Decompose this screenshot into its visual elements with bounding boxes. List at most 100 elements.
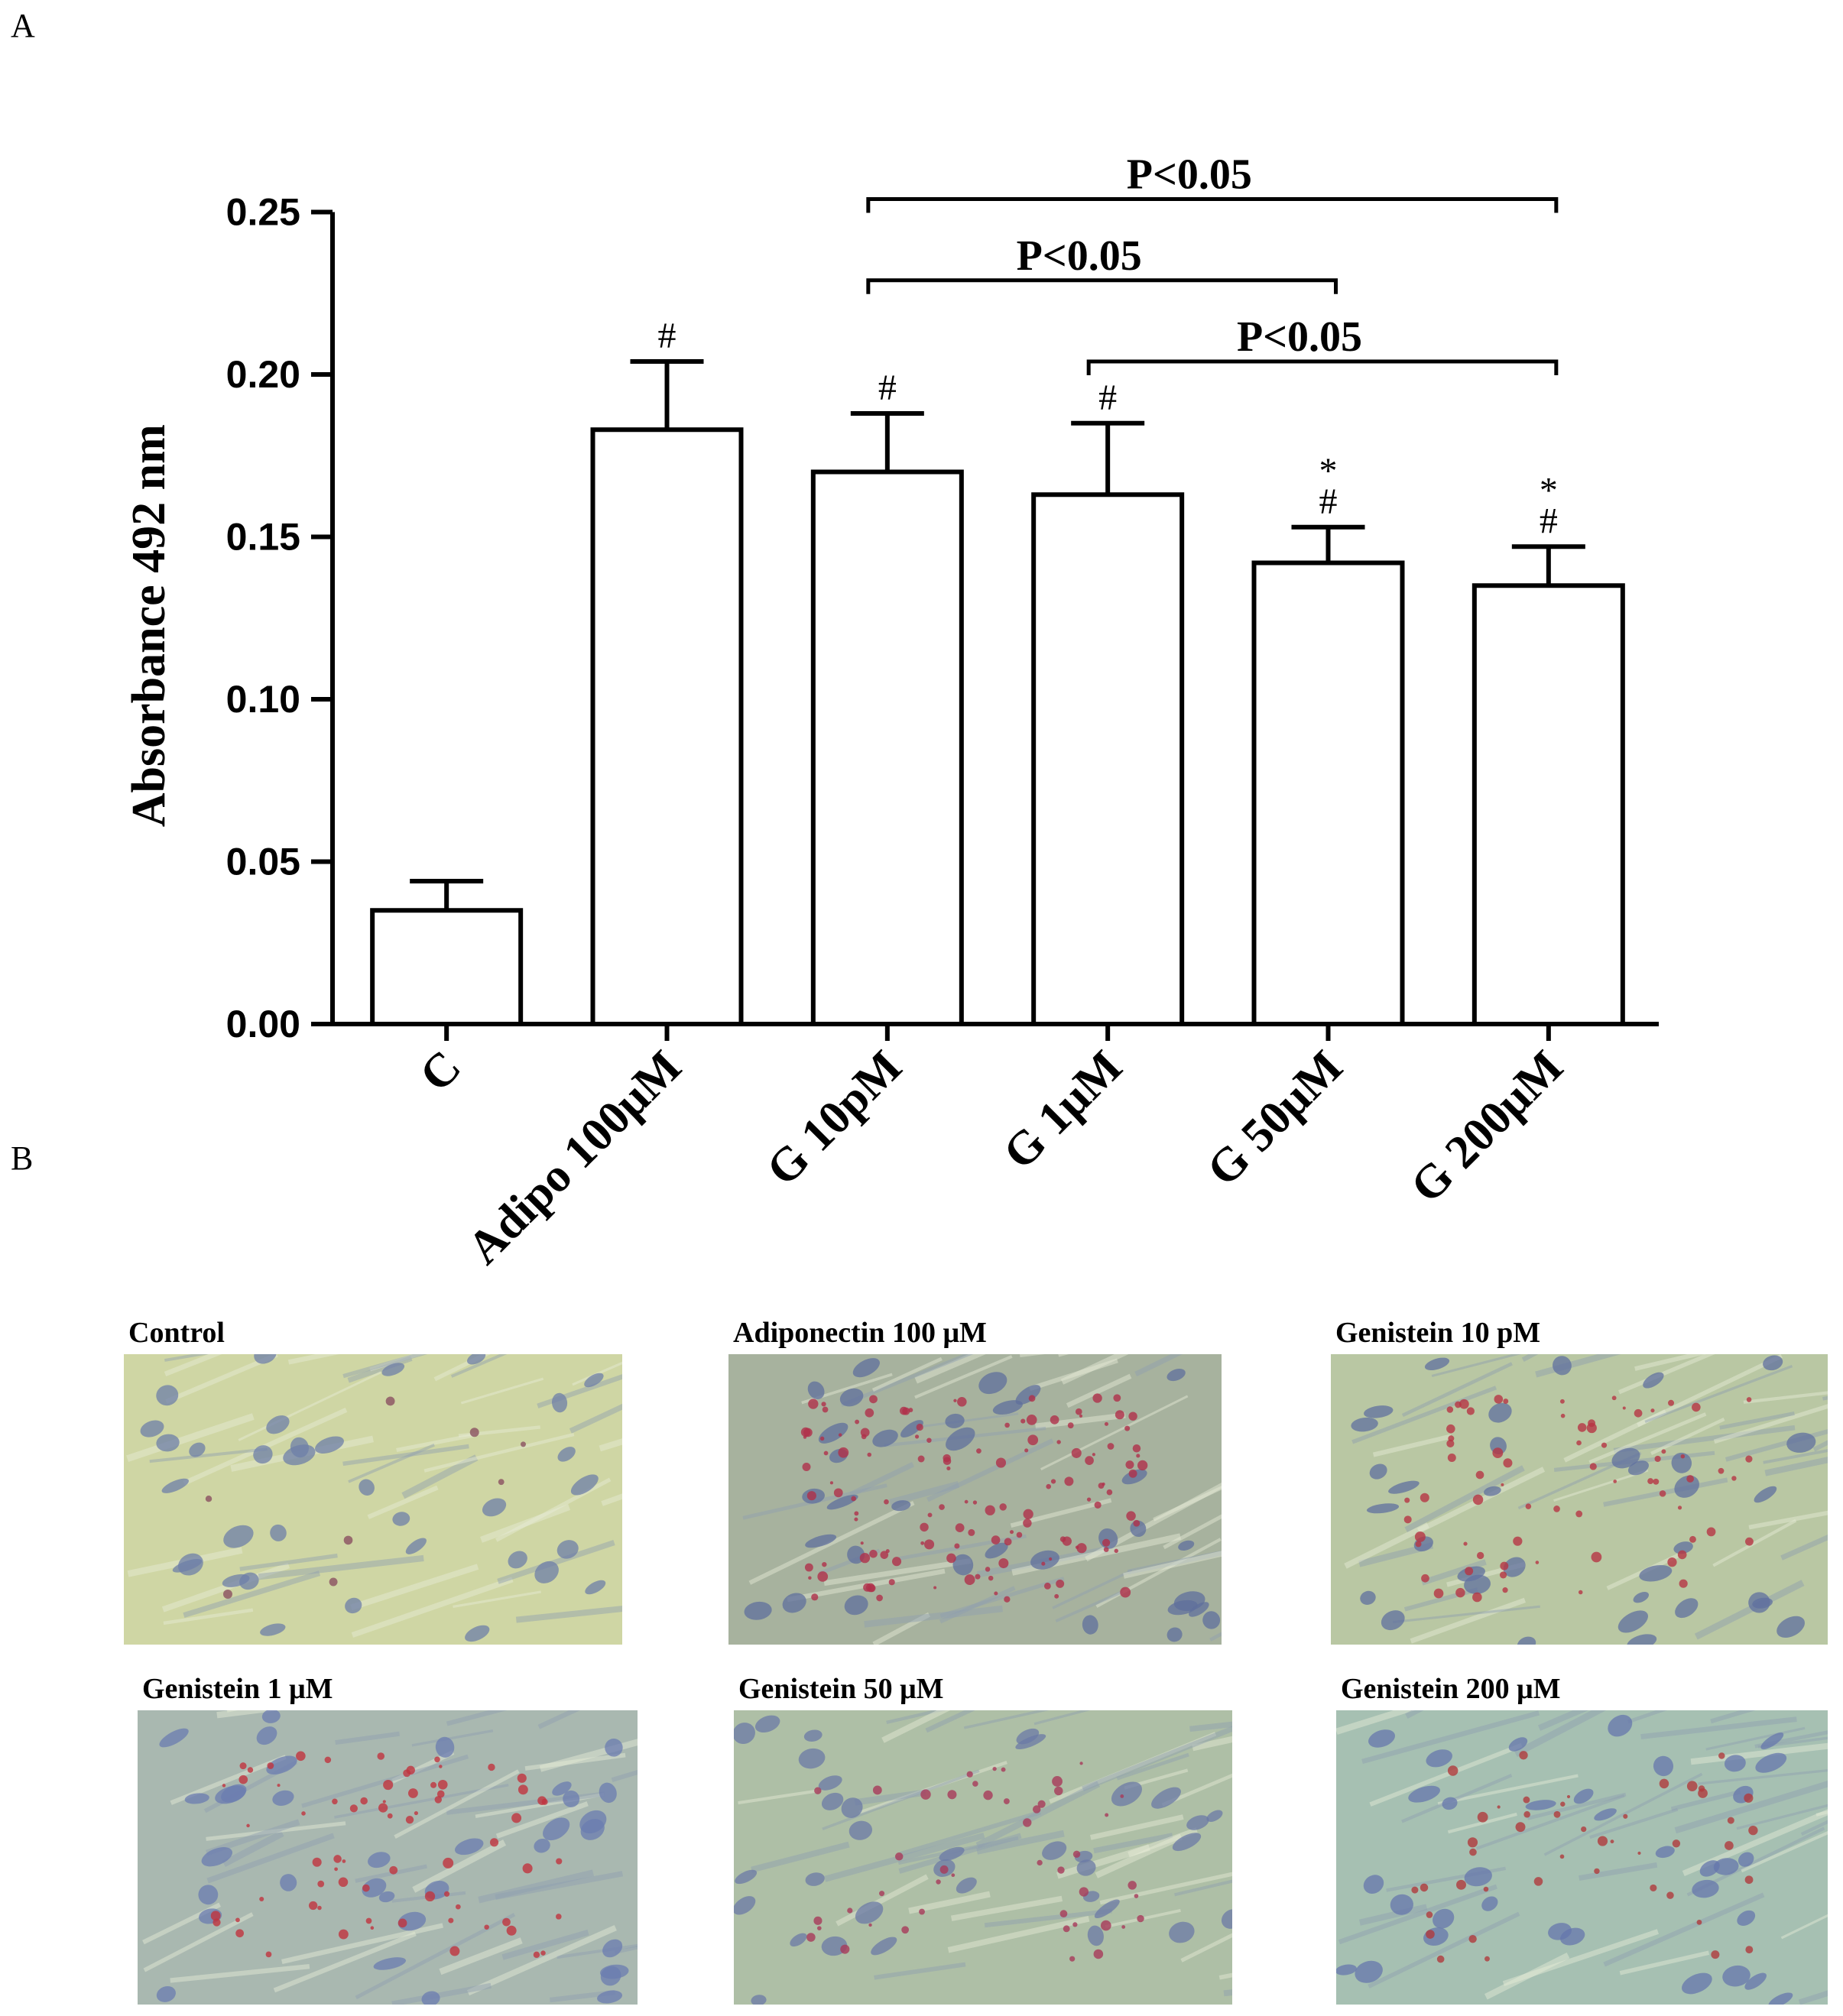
cell-nucleus	[556, 1540, 579, 1559]
cell-fiber	[950, 1895, 1063, 1921]
stain-deposit	[1136, 1454, 1141, 1458]
cell-fiber	[480, 1504, 571, 1543]
cell-nucleus	[1206, 1810, 1223, 1822]
cell-nucleus	[597, 1990, 623, 2004]
stain-deposit	[205, 1495, 213, 1502]
stain-deposit	[1100, 1920, 1111, 1931]
stain-deposit	[324, 1756, 332, 1764]
stain-deposit	[817, 1571, 829, 1582]
cell-fiber	[497, 1540, 615, 1584]
stain-deposit	[1727, 1817, 1734, 1824]
stain-deposit	[1009, 1530, 1014, 1535]
stain-deposit	[424, 1891, 436, 1902]
cell-nucleus	[508, 1551, 527, 1569]
cell-nucleus	[1776, 1616, 1806, 1638]
significance-label: P<0.05	[1017, 232, 1142, 280]
stain-deposit	[838, 1433, 842, 1437]
stain-deposit	[854, 1517, 858, 1522]
stain-deposit	[894, 1852, 904, 1861]
cell-nucleus	[945, 1413, 965, 1428]
cell-fiber	[1403, 1587, 1478, 1612]
stain-deposit	[365, 1917, 372, 1924]
stain-deposit	[1654, 1455, 1661, 1463]
cell-fiber	[394, 1769, 520, 1839]
cell-fiber	[1401, 1362, 1513, 1418]
stain-deposit	[1054, 1786, 1063, 1796]
stain-deposit	[863, 1583, 872, 1592]
cell-nucleus	[1675, 1598, 1699, 1619]
stain-deposit	[1647, 1478, 1654, 1485]
cell-nucleus	[1525, 1800, 1556, 1810]
stain-deposit	[1124, 1425, 1131, 1431]
stain-deposit	[434, 1756, 440, 1763]
cell-fiber	[1029, 1358, 1118, 1392]
stain-deposit	[1659, 1490, 1666, 1497]
hash-marker: #	[1098, 378, 1117, 418]
cell-fiber	[1763, 1449, 1828, 1464]
stain-deposit	[469, 1428, 479, 1437]
stain-deposit	[855, 1419, 860, 1424]
cell-nucleus	[222, 1574, 250, 1587]
cell-nucleus	[1673, 1541, 1693, 1554]
stain-deposit	[259, 1896, 264, 1902]
cell-fiber	[939, 1586, 1016, 1624]
cell-nucleus	[1094, 1899, 1120, 1919]
stain-deposit	[239, 1762, 247, 1770]
stain-deposit	[235, 1917, 240, 1923]
stain-deposit	[1094, 1501, 1102, 1509]
stain-deposit	[312, 1857, 322, 1867]
cell-fiber	[475, 1792, 605, 1818]
stain-deposit	[1746, 1397, 1752, 1402]
cell-nucleus	[1517, 1636, 1536, 1645]
stain-deposit	[860, 1428, 870, 1437]
stain-deposit	[449, 1946, 460, 1956]
stain-deposit	[1098, 1483, 1105, 1489]
cell-fiber	[412, 1839, 507, 1893]
stain-deposit	[1056, 1440, 1061, 1444]
stain-deposit	[1020, 1418, 1026, 1424]
stain-deposit	[822, 1406, 829, 1413]
cell-fiber	[886, 1710, 947, 1724]
cell-fiber	[423, 1432, 575, 1473]
stain-deposit	[1004, 1596, 1011, 1603]
micrograph-label: Adiponectin 100 μM	[733, 1317, 987, 1349]
cell-nucleus	[805, 1534, 837, 1548]
stain-deposit	[1576, 1440, 1582, 1446]
stain-deposit	[265, 1951, 272, 1958]
cell-fiber	[367, 1485, 439, 1519]
cell-nucleus	[985, 1542, 1008, 1559]
cell-fiber	[823, 1558, 972, 1587]
cell-nucleus	[1082, 1615, 1098, 1635]
cell-fiber	[206, 1833, 335, 1884]
cell-nucleus	[1639, 1564, 1673, 1582]
stain-deposit	[1706, 1527, 1716, 1537]
significance-bracket	[866, 278, 1338, 294]
cell-nucleus	[841, 1797, 863, 1818]
stain-deposit	[1064, 1476, 1074, 1486]
stain-deposit	[389, 1865, 398, 1875]
stain-deposit	[556, 1914, 562, 1920]
cell-fiber	[446, 1710, 508, 1726]
stain-deposit	[448, 1917, 454, 1924]
cell-fiber	[751, 1841, 850, 1873]
cell-fiber	[183, 1570, 321, 1618]
stain-deposit	[1032, 1805, 1041, 1813]
x-category-label: Adipo 100μM	[458, 1041, 692, 1275]
cell-fiber	[569, 1403, 622, 1434]
stain-deposit	[1661, 1449, 1666, 1454]
stain-deposit	[238, 1775, 248, 1784]
stain-deposit	[1659, 1778, 1669, 1789]
stain-deposit	[1666, 1891, 1674, 1899]
stain-deposit	[880, 1551, 889, 1559]
stain-deposit	[1436, 1955, 1445, 1963]
cell-fiber	[335, 1731, 401, 1745]
cell-fiber	[163, 1608, 254, 1625]
cell-fiber	[478, 1869, 594, 1904]
stain-deposit	[1586, 1422, 1597, 1434]
stain-deposit	[899, 1406, 908, 1415]
cell-nucleus	[939, 1846, 965, 1862]
cell-fiber	[1116, 1752, 1189, 1781]
cell-nucleus	[405, 1538, 427, 1554]
stain-deposit	[1500, 1561, 1509, 1570]
